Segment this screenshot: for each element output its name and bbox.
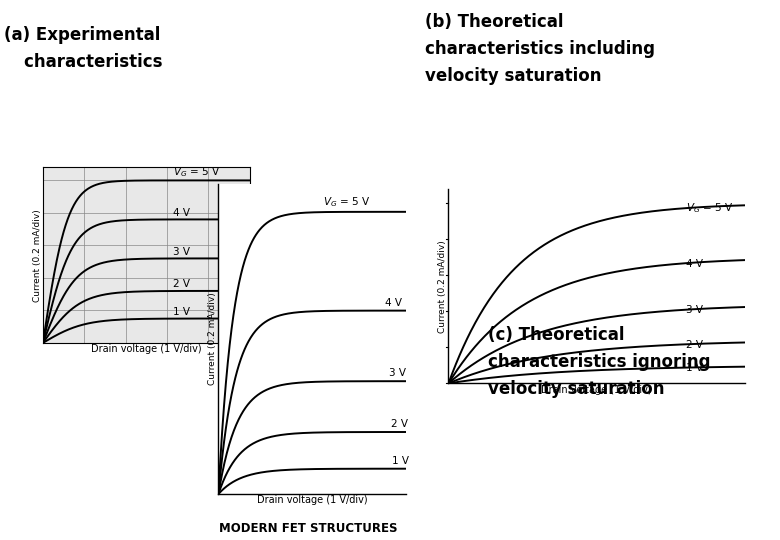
Text: MODERN FET STRUCTURES: MODERN FET STRUCTURES <box>219 522 397 535</box>
Text: 4 V: 4 V <box>686 259 703 269</box>
Text: 2 V: 2 V <box>173 279 190 289</box>
Text: 1 V: 1 V <box>686 363 703 373</box>
Text: velocity saturation: velocity saturation <box>488 380 664 398</box>
Y-axis label: Current (0.2 mA/div): Current (0.2 mA/div) <box>33 209 41 301</box>
Text: 2 V: 2 V <box>391 419 408 429</box>
Text: 3 V: 3 V <box>173 247 190 257</box>
Text: $\it{V}$$_G$ = 5 V: $\it{V}$$_G$ = 5 V <box>323 195 370 210</box>
Text: (b) Theoretical: (b) Theoretical <box>425 12 564 31</box>
Text: characteristics ignoring: characteristics ignoring <box>488 353 710 371</box>
X-axis label: Drain voltage (1 V/div): Drain voltage (1 V/div) <box>257 496 367 505</box>
X-axis label: Drain voltage (1 V/div): Drain voltage (1 V/div) <box>541 385 652 395</box>
Text: velocity saturation: velocity saturation <box>425 66 601 85</box>
Text: 1 V: 1 V <box>392 456 410 466</box>
Text: $\it{V}$$_G$ = 5 V: $\it{V}$$_G$ = 5 V <box>173 165 221 179</box>
Text: (a) Experimental: (a) Experimental <box>4 26 160 44</box>
Text: (c) Theoretical: (c) Theoretical <box>488 326 624 344</box>
Text: 4 V: 4 V <box>173 208 190 218</box>
Text: 2 V: 2 V <box>686 340 703 349</box>
Text: 3 V: 3 V <box>388 368 406 379</box>
Text: 4 V: 4 V <box>385 298 402 308</box>
Text: characteristics including: characteristics including <box>425 39 655 58</box>
X-axis label: Drain voltage (1 V/div): Drain voltage (1 V/div) <box>91 345 201 354</box>
Text: 3 V: 3 V <box>686 305 703 315</box>
Y-axis label: Current (0.2 mA/div): Current (0.2 mA/div) <box>438 240 447 333</box>
Text: characteristics: characteristics <box>1 53 163 71</box>
Y-axis label: Current (0.2 mA/div): Current (0.2 mA/div) <box>208 293 217 385</box>
Text: 1 V: 1 V <box>173 307 190 317</box>
Text: $\it{V}$$_G$ = 5 V: $\it{V}$$_G$ = 5 V <box>686 202 733 215</box>
